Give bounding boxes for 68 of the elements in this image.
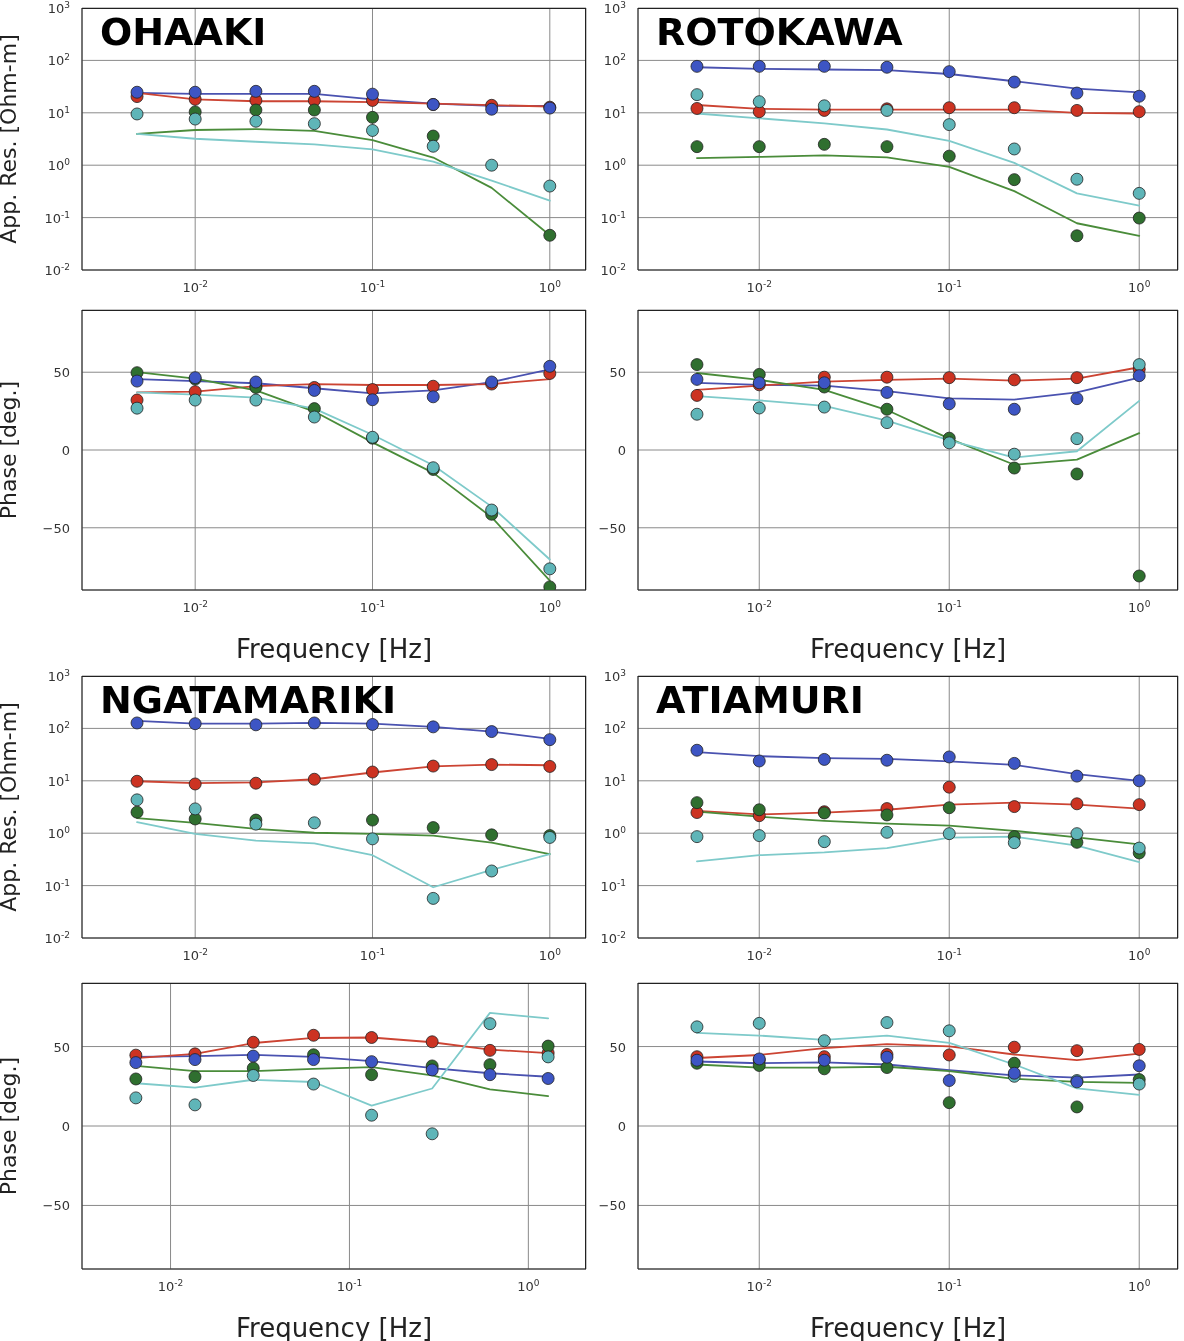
- y-tick-label: 10$^{3}$: [603, 668, 626, 684]
- y-tick-label: 50: [53, 1039, 70, 1055]
- x-tick-label: 10$^{0}$: [538, 599, 562, 615]
- y-tick-label: 10$^{0}$: [47, 157, 71, 174]
- chart-title: OHAAKI: [100, 10, 267, 54]
- x-tick-label: 10$^{0}$: [1128, 1278, 1151, 1294]
- y-tick-label: 10$^{1}$: [47, 772, 70, 789]
- y-tick-label: 10$^{3}$: [47, 0, 70, 16]
- y-tick-label: 10$^{2}$: [47, 720, 70, 737]
- x-tick-label: 10$^{-1}$: [359, 279, 386, 295]
- x-tick-label: 10$^{0}$: [538, 279, 562, 295]
- x-tick-label: 10$^{-1}$: [936, 279, 963, 295]
- y-tick-label: 50: [609, 1039, 626, 1055]
- x-tick-label: 10$^{-1}$: [359, 599, 386, 615]
- y-tick-label: 10$^{3}$: [47, 668, 70, 684]
- y-tick-label: 10$^{1}$: [47, 104, 70, 121]
- x-tick-label: 10$^{-2}$: [746, 279, 773, 295]
- x-tick-label: 10$^{-2}$: [746, 947, 773, 963]
- x-tick-label: 10$^{-2}$: [746, 1278, 773, 1294]
- y-tick-label: 10$^{1}$: [603, 772, 626, 789]
- x-tick-label: 10$^{-2}$: [182, 947, 208, 963]
- y-tick-label: −50: [598, 520, 626, 536]
- y-tick-label: 10$^{-1}$: [600, 209, 626, 226]
- x-tick-label: 10$^{0}$: [538, 947, 562, 963]
- y-tick-label: 10$^{2}$: [603, 52, 626, 69]
- y-tick-label: −50: [42, 1198, 70, 1214]
- y-tick-label: 10$^{1}$: [603, 104, 626, 121]
- x-tick-label: 10$^{-1}$: [336, 1278, 363, 1294]
- x-tick-label: 10$^{0}$: [1128, 279, 1151, 295]
- y-tick-label: 0: [617, 443, 626, 458]
- chart-title: ATIAMURI: [656, 678, 864, 722]
- y-tick-label: 10$^{-1}$: [600, 877, 626, 894]
- x-tick-label: 10$^{-2}$: [182, 599, 208, 615]
- y-tick-label: 10$^{-2}$: [600, 262, 626, 278]
- x-tick-label: 10$^{-2}$: [157, 1278, 184, 1294]
- x-tick-label: 10$^{0}$: [1128, 947, 1151, 963]
- y-axis-title: App. Res. [Ohm-m]: [0, 702, 21, 912]
- x-tick-label: 10$^{-1}$: [936, 947, 963, 963]
- y-tick-label: 0: [61, 443, 70, 458]
- y-tick-label: 10$^{2}$: [47, 52, 70, 69]
- y-tick-label: 10$^{-1}$: [44, 209, 70, 226]
- y-tick-label: 0: [61, 1119, 70, 1134]
- y-axis-title: Phase [deg.]: [0, 380, 21, 520]
- y-tick-label: 10$^{-1}$: [44, 877, 70, 894]
- y-tick-label: 10$^{-2}$: [44, 930, 70, 946]
- y-tick-label: 0: [617, 1119, 626, 1134]
- y-axis-title: Phase [deg.]: [0, 1056, 21, 1196]
- y-tick-label: −50: [42, 520, 70, 536]
- y-tick-label: 10$^{2}$: [603, 720, 626, 737]
- x-tick-label: 10$^{-1}$: [936, 599, 963, 615]
- x-tick-label: 10$^{-2}$: [746, 599, 773, 615]
- y-axis-title: App. Res. [Ohm-m]: [0, 34, 21, 244]
- y-tick-label: 10$^{0}$: [603, 825, 627, 842]
- x-tick-label: 10$^{-1}$: [359, 947, 386, 963]
- x-tick-label: 10$^{-2}$: [182, 279, 208, 295]
- y-tick-label: 10$^{-2}$: [44, 262, 70, 278]
- y-tick-label: 10$^{3}$: [603, 0, 626, 16]
- x-tick-label: 10$^{0}$: [1128, 599, 1151, 615]
- y-tick-label: 10$^{0}$: [603, 157, 627, 174]
- x-tick-label: 10$^{-1}$: [936, 1278, 963, 1294]
- y-tick-label: 10$^{0}$: [47, 825, 71, 842]
- y-tick-label: −50: [598, 1198, 626, 1214]
- y-tick-label: 10$^{-2}$: [600, 930, 626, 946]
- x-tick-label: 10$^{0}$: [517, 1278, 540, 1294]
- chart-title: NGATAMARIKI: [100, 678, 397, 722]
- chart-title: ROTOKAWA: [656, 10, 903, 54]
- y-tick-label: 50: [53, 365, 70, 381]
- y-tick-label: 50: [609, 365, 626, 381]
